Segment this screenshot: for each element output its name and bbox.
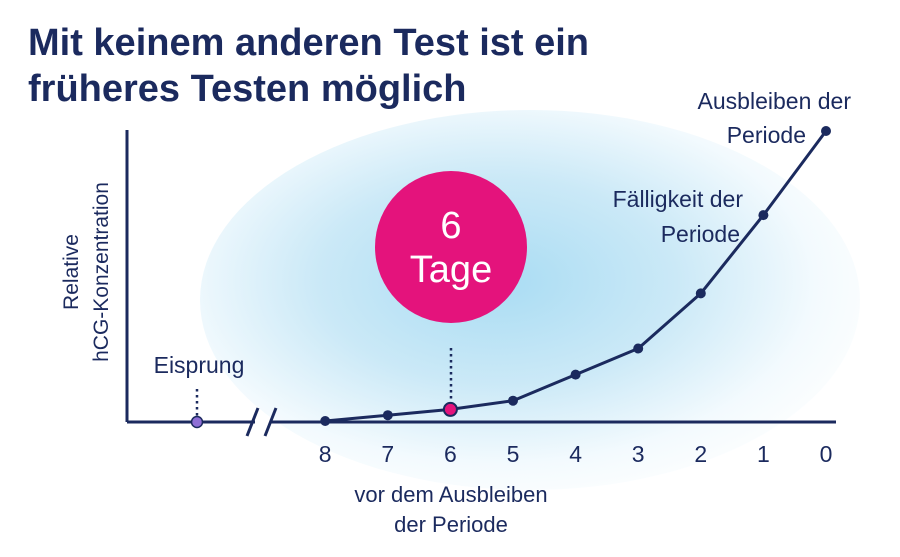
x-tick-label: 5 <box>507 441 520 467</box>
x-tick-label: 6 <box>444 441 457 467</box>
data-points <box>320 126 831 426</box>
y-axis-label: Relative hCG-Konzentration <box>60 182 113 362</box>
title-line-1: Mit keinem anderen Test ist ein <box>28 22 590 64</box>
axis-break-mark-1 <box>245 407 260 437</box>
days-badge-unit: Tage <box>410 249 492 291</box>
data-point <box>758 210 769 221</box>
data-point <box>320 416 331 426</box>
x-tick-labels: 8 7 6 5 4 3 2 1 0 <box>319 441 833 467</box>
data-point <box>508 395 518 406</box>
background-glow <box>200 110 860 490</box>
days-badge-circle <box>375 171 527 323</box>
data-point <box>382 410 393 421</box>
x-axis-label-line-2: der Periode <box>394 512 508 537</box>
x-tick-label: 1 <box>757 441 770 467</box>
annotation-due-date: Fälligkeit der Periode <box>613 186 744 247</box>
data-point <box>695 288 706 299</box>
axis-break-mark-2 <box>263 407 278 437</box>
x-tick-label: 8 <box>319 441 332 467</box>
annotation-missed-period: Ausbleiben der Periode <box>698 88 852 148</box>
y-axis-label-line-2: hCG-Konzentration <box>90 182 113 362</box>
annotation-due-date-line-2: Periode <box>661 221 740 247</box>
x-tick-label: 2 <box>694 441 707 467</box>
x-axis-label-line-1: vor dem Ausbleiben <box>354 482 547 507</box>
days-badge: 6 Tage <box>375 171 527 323</box>
x-tick-label: 0 <box>820 441 833 467</box>
data-point <box>821 126 831 136</box>
x-tick-label: 4 <box>569 441 582 467</box>
ovulation-label: Eisprung <box>154 352 245 378</box>
x-tick-label: 7 <box>381 441 394 467</box>
title-line-2: früheres Testen möglich <box>28 68 467 110</box>
highlight-point <box>442 401 458 417</box>
annotation-due-date-line-1: Fälligkeit der <box>613 186 744 212</box>
days-badge-number: 6 <box>440 205 461 247</box>
x-tick-label: 3 <box>632 441 645 467</box>
annotation-missed-period-line-2: Periode <box>727 122 806 148</box>
x-axis-label: vor dem Ausbleiben der Periode <box>354 482 547 537</box>
y-axis-label-line-1: Relative <box>60 234 83 310</box>
page-title: Mit keinem anderen Test ist ein früheres… <box>28 20 589 112</box>
data-point <box>633 343 644 354</box>
data-point <box>570 369 581 380</box>
annotation-missed-period-line-1: Ausbleiben der <box>698 88 852 114</box>
ovulation-point <box>190 415 204 429</box>
